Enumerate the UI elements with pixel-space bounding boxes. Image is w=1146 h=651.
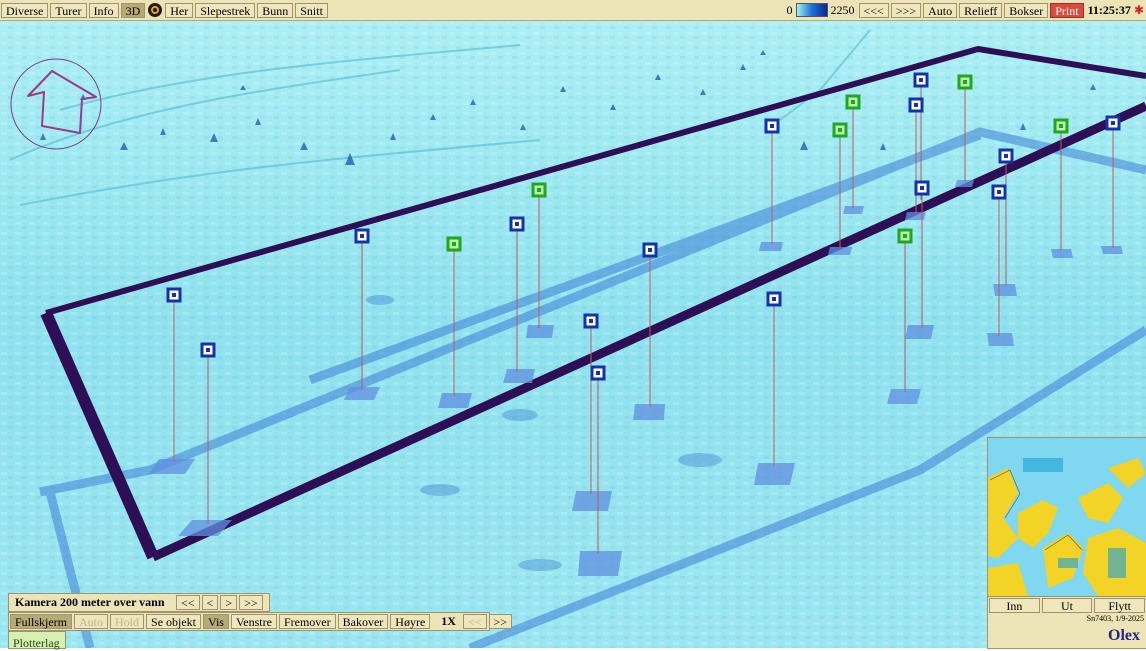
clock: 11:25:37 <box>1087 2 1131 17</box>
zoom-out-button[interactable]: Ut <box>1041 597 1093 613</box>
plotter-layer-label: Plotterlag <box>13 636 60 650</box>
camera-right-button[interactable]: > <box>220 595 238 610</box>
plotter-layer-button[interactable]: Plotterlag <box>8 631 66 650</box>
gps-status-icon: ✱ <box>1133 3 1144 17</box>
print-button[interactable]: Print <box>1050 2 1084 18</box>
olex-logo: Olex <box>988 625 1146 647</box>
turn-right-button[interactable]: Høyre <box>390 614 431 629</box>
move-forward-button[interactable]: Fremover <box>278 614 336 629</box>
view-3d-button[interactable]: 3D <box>120 2 146 18</box>
section-button[interactable]: Snitt <box>295 2 328 18</box>
history-forward-button[interactable]: >>> <box>890 2 922 18</box>
turn-left-button[interactable]: Venstre <box>230 614 277 629</box>
boxes-button[interactable]: Bokser <box>1004 2 1049 18</box>
move-map-button[interactable]: Flytt <box>1094 597 1146 613</box>
menu-turer-button[interactable]: Turer <box>50 2 87 18</box>
position-text: Sn7403, 1/9-2025 <box>988 613 1146 625</box>
minimap-chart[interactable] <box>988 438 1146 596</box>
zoom-in-button[interactable]: Inn <box>989 597 1040 613</box>
view-object-button[interactable]: Se objekt <box>146 614 202 629</box>
camera-far-left-button[interactable]: << <box>176 595 200 610</box>
auto-mode-button[interactable]: Auto <box>74 614 109 629</box>
history-back-button[interactable]: <<< <box>858 2 889 18</box>
fullscreen-button[interactable]: Fullskjerm <box>10 614 73 629</box>
compass-north-icon <box>10 58 102 150</box>
camera-left-button[interactable]: < <box>201 595 219 610</box>
show-button[interactable]: Vis <box>203 614 229 629</box>
menu-info-button[interactable]: Info <box>88 2 119 18</box>
depth-scale-bar[interactable] <box>795 3 828 17</box>
bottom-button[interactable]: Bunn <box>257 2 294 18</box>
hold-button[interactable]: Hold <box>110 614 145 629</box>
depth-min-label: 0 <box>786 2 793 17</box>
minimap-panel: Inn Ut Flytt Sn7403, 1/9-2025 Olex <box>987 437 1146 649</box>
bottom-toolbar: Fullskjerm Auto Hold Se objekt Vis Venst… <box>8 612 513 631</box>
speed-down-button[interactable]: << <box>462 614 487 629</box>
camera-panel: Kamera 200 meter over vann << < > >> <box>8 593 270 612</box>
auto-button[interactable]: Auto <box>923 2 958 18</box>
speed-up-button[interactable]: >> <box>488 614 513 629</box>
speed-label: 1X <box>441 614 456 628</box>
camera-far-right-button[interactable]: >> <box>239 595 263 610</box>
depth-max-label: 2250 <box>830 2 855 17</box>
menu-diverse-button[interactable]: Diverse <box>1 2 49 18</box>
relief-button[interactable]: Relieff <box>959 2 1003 18</box>
tow-track-button[interactable]: Slepestrek <box>195 2 256 18</box>
top-toolbar: Diverse Turer Info 3D Her Slepestrek Bun… <box>0 0 1146 21</box>
target-icon[interactable] <box>148 3 163 17</box>
move-back-button[interactable]: Bakover <box>337 614 389 629</box>
here-button[interactable]: Her <box>165 2 194 18</box>
camera-label: Kamera 200 meter over vann <box>15 595 165 609</box>
